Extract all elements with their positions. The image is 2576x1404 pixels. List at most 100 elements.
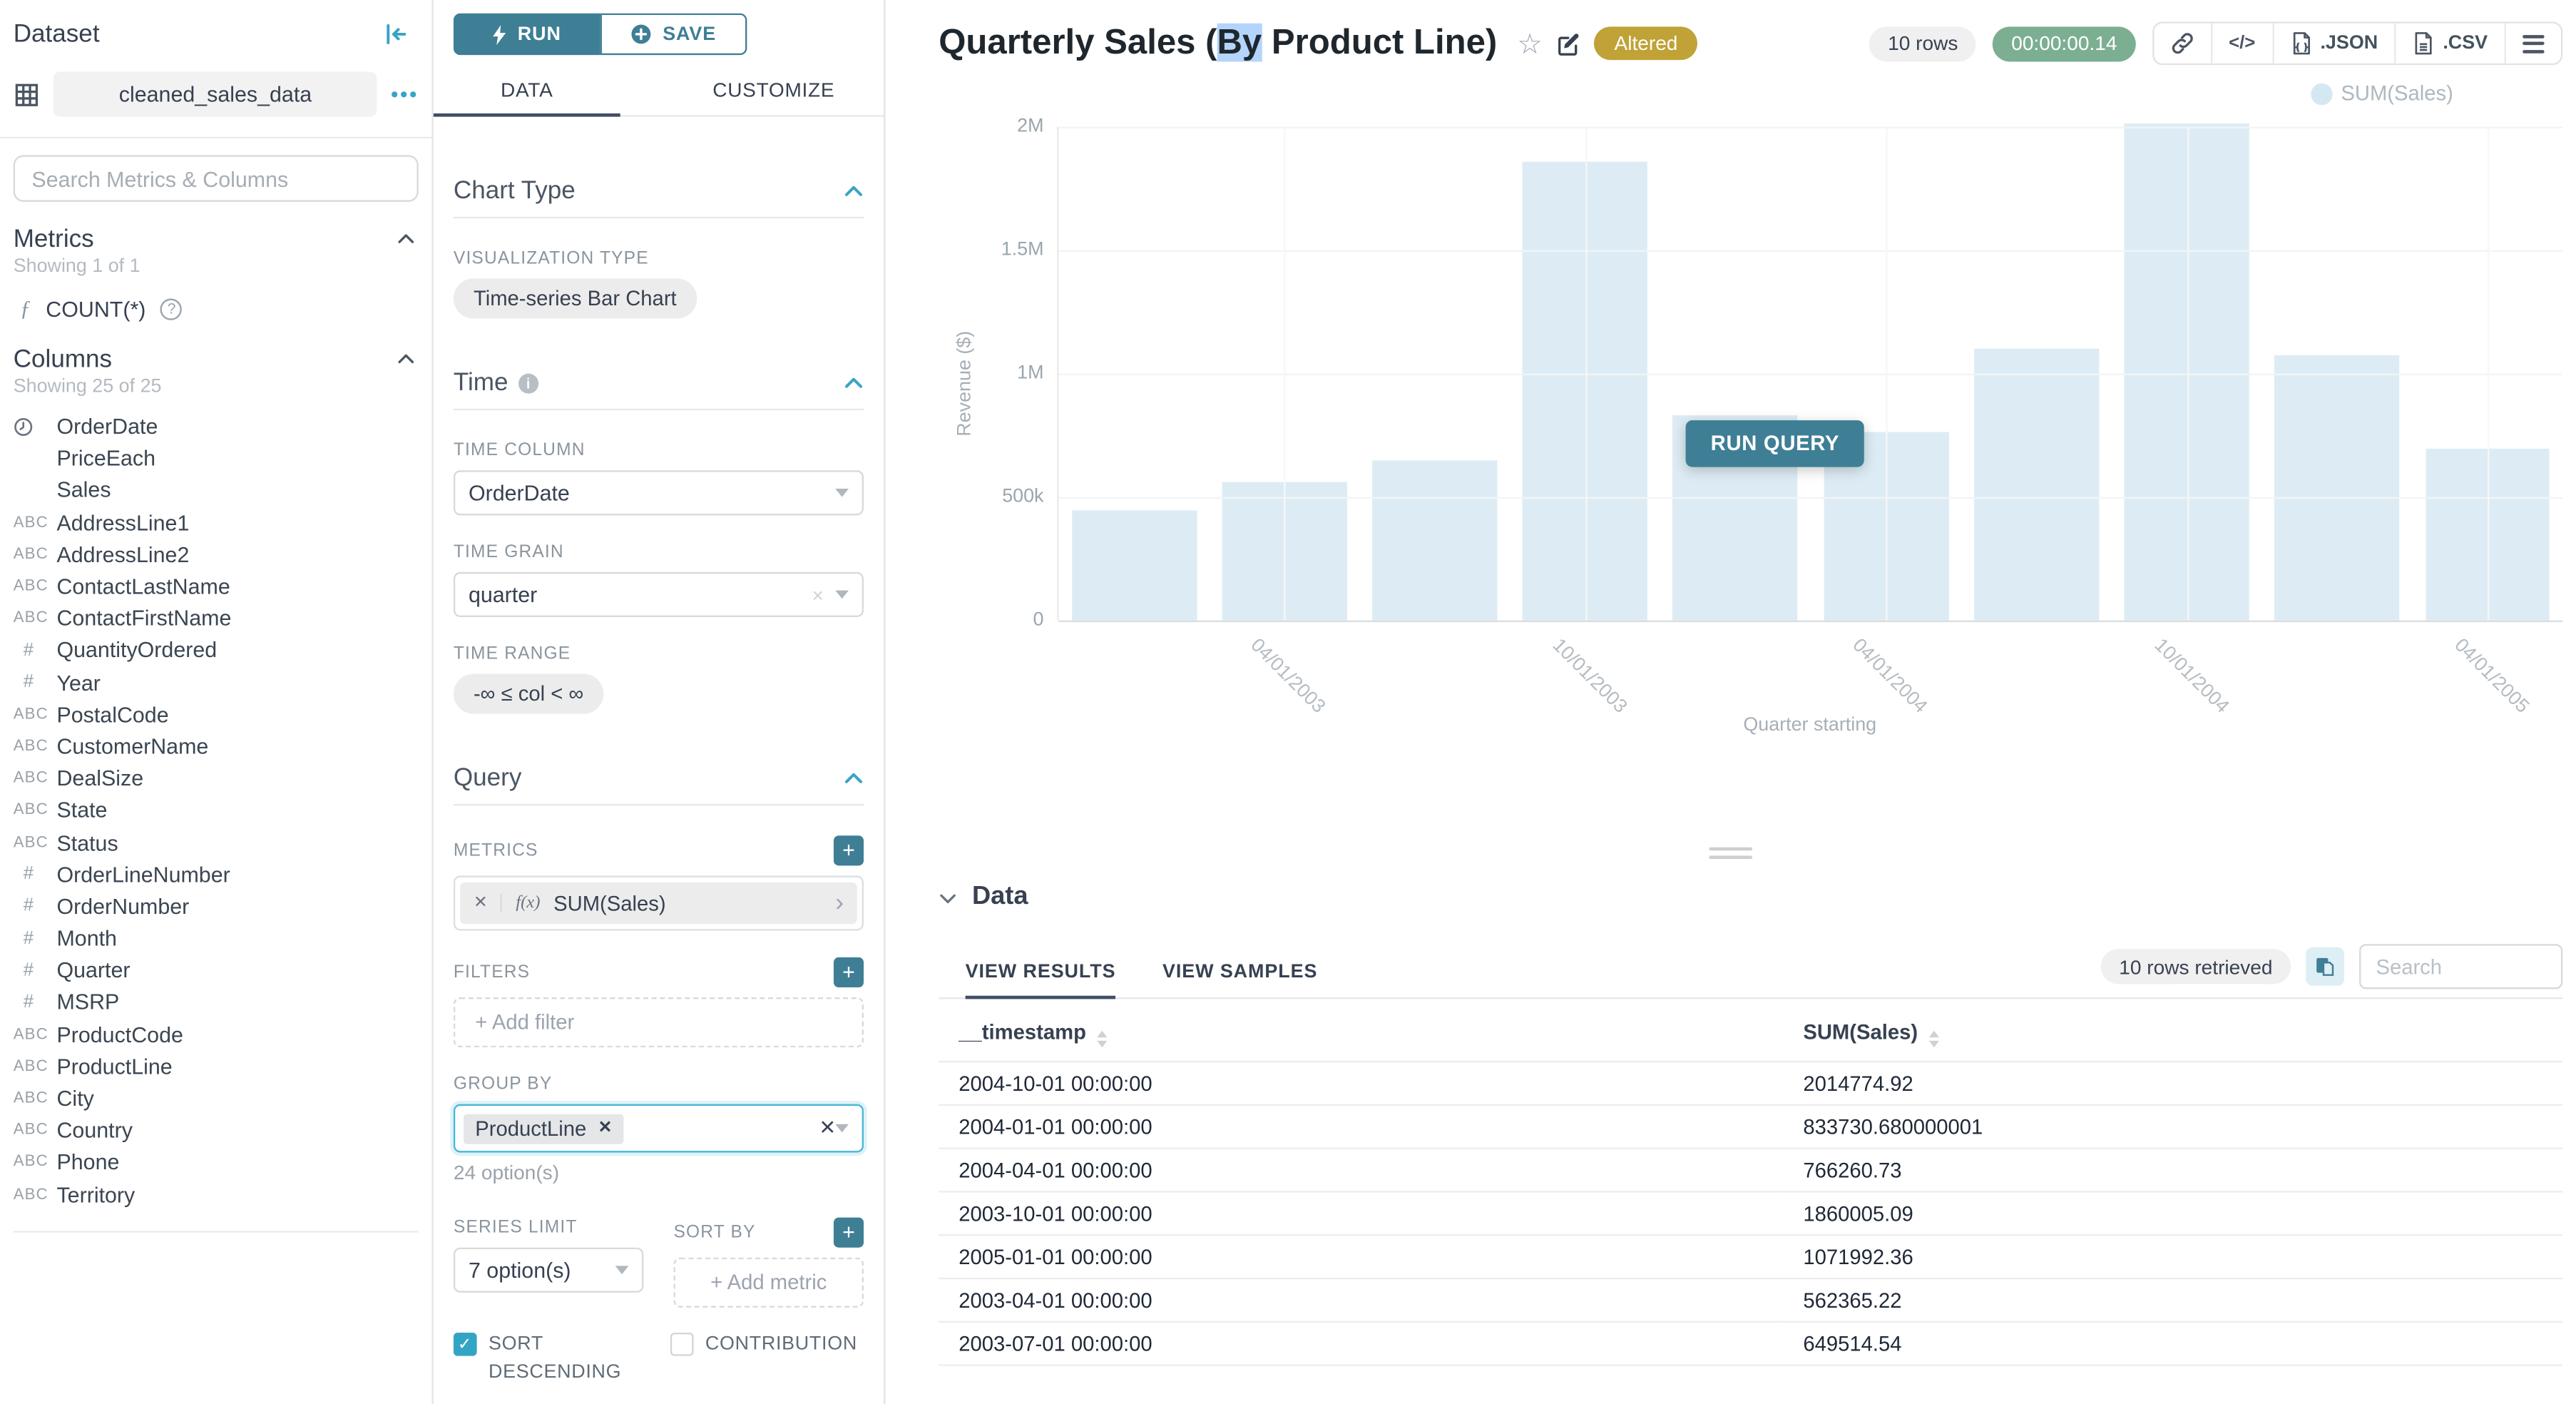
column-item[interactable]: ABC DealSize	[0, 763, 432, 795]
columns-section-header[interactable]: Columns	[14, 345, 415, 374]
copy-data-button[interactable]	[2306, 947, 2345, 986]
metrics-section-header[interactable]: Metrics	[14, 225, 415, 253]
chart-menu-button[interactable]	[2506, 24, 2561, 63]
column-item[interactable]: # MSRP	[0, 987, 432, 1019]
collapse-sidebar-icon[interactable]	[384, 21, 409, 46]
text-type-icon: ABC	[13, 1024, 48, 1044]
run-button[interactable]: RUN	[453, 13, 600, 56]
column-item[interactable]: Sales	[0, 474, 432, 507]
column-item[interactable]: ABC Status	[0, 826, 432, 858]
tab-view-results[interactable]: VIEW RESULTS	[965, 962, 1116, 999]
bar[interactable]	[1372, 460, 1498, 621]
chart-type-section-header[interactable]: Chart Type	[454, 177, 864, 205]
add-filter-dropzone[interactable]: + Add filter	[453, 997, 864, 1048]
visualization-type-label: VISUALIZATION TYPE	[453, 248, 649, 269]
run-query-button[interactable]: RUN QUERY	[1685, 420, 1865, 467]
column-item[interactable]: ABC ContactFirstName	[0, 602, 432, 634]
time-column-select[interactable]: OrderDate	[453, 470, 864, 516]
edit-title-icon[interactable]	[1556, 31, 1581, 56]
column-item[interactable]: # OrderNumber	[0, 890, 432, 922]
text-type-icon: ABC	[13, 769, 48, 788]
series-limit-label: SERIES LIMIT	[453, 1217, 578, 1238]
remove-chip-icon[interactable]: ✕	[598, 1119, 613, 1138]
column-item[interactable]: ABC Territory	[0, 1179, 432, 1211]
visualization-type-pill[interactable]: Time-series Bar Chart	[453, 278, 697, 319]
add-sort-metric-dropzone[interactable]: + Add metric	[673, 1257, 864, 1308]
column-item[interactable]: # Year	[0, 666, 432, 698]
copy-permalink-button[interactable]	[2154, 23, 2212, 63]
metric-item[interactable]: ƒ COUNT(*) ?	[20, 295, 419, 322]
bar[interactable]	[1071, 510, 1197, 621]
data-search-input[interactable]	[2359, 944, 2563, 990]
tab-view-samples[interactable]: VIEW SAMPLES	[1162, 962, 1318, 982]
favorite-star-icon[interactable]: ☆	[1517, 27, 1543, 59]
group-by-chip[interactable]: ProductLine ✕	[463, 1113, 624, 1144]
dataset-name[interactable]: cleaned_sales_data	[53, 71, 378, 117]
view-query-button[interactable]: </>	[2212, 23, 2274, 63]
checkbox-checked-icon[interactable]	[453, 1332, 477, 1358]
export-csv-button[interactable]: .CSV	[2396, 23, 2506, 63]
column-item[interactable]: PriceEach	[0, 442, 432, 474]
series-limit-select[interactable]: 7 option(s)	[453, 1247, 644, 1293]
legend-dot-icon	[2311, 82, 2333, 105]
column-item[interactable]: ABC State	[0, 794, 432, 826]
column-item[interactable]: # OrderLineNumber	[0, 858, 432, 890]
chart-title[interactable]: Quarterly Sales (By Product Line)	[939, 23, 1498, 62]
chevron-right-icon[interactable]: ›	[835, 889, 844, 917]
data-section-header[interactable]: Data	[939, 882, 2562, 912]
column-item[interactable]: ABC CustomerName	[0, 731, 432, 763]
column-item[interactable]: OrderDate	[0, 410, 432, 442]
time-section-header[interactable]: Time i	[454, 369, 864, 397]
clear-icon[interactable]: ×	[812, 583, 824, 606]
help-icon: ?	[160, 297, 183, 320]
altered-badge[interactable]: Altered	[1594, 26, 1698, 61]
sort-icon[interactable]	[1929, 1030, 1940, 1048]
column-item[interactable]: ABC ProductCode	[0, 1018, 432, 1050]
column-item[interactable]: ABC AddressLine2	[0, 539, 432, 571]
column-item[interactable]: ABC AddressLine1	[0, 507, 432, 539]
time-grain-select[interactable]: quarter ×	[453, 571, 864, 618]
sidebar-divider	[0, 136, 432, 139]
caret-down-icon	[835, 1124, 849, 1133]
column-item[interactable]: ABC Country	[0, 1114, 432, 1146]
chart-legend[interactable]: SUM(Sales)	[2311, 82, 2453, 105]
add-filter-button[interactable]: +	[833, 957, 864, 988]
save-button[interactable]: SAVE	[600, 13, 747, 56]
column-item[interactable]: ABC ProductLine	[0, 1050, 432, 1082]
column-item[interactable]: ABC Phone	[0, 1146, 432, 1179]
metric-name: COUNT(*)	[46, 295, 146, 322]
bar[interactable]	[1973, 348, 2099, 621]
time-range-pill[interactable]: -∞ ≤ col < ∞	[453, 673, 604, 714]
add-sort-metric-button[interactable]: +	[833, 1217, 864, 1248]
export-json-button[interactable]: .JSON	[2274, 23, 2396, 63]
clear-icon[interactable]: ×	[819, 1113, 836, 1142]
sort-icon[interactable]	[1098, 1030, 1108, 1048]
results-table-body: 2004-10-01 00:00:00 2014774.92 2004-01-01 …	[939, 1060, 2563, 1366]
vertical-gridline	[2487, 126, 2490, 621]
contribution-checkbox[interactable]: CONTRIBUTION	[670, 1331, 864, 1387]
panel-resize-handle[interactable]	[1709, 847, 1753, 859]
bar[interactable]	[2274, 355, 2400, 621]
tab-data[interactable]: DATA	[501, 78, 553, 102]
columns-list: OrderDate PriceEach Sales ABC AddressLine1 AB…	[0, 410, 432, 1210]
query-section-header[interactable]: Query	[454, 764, 864, 792]
metrics-showing-count: Showing 1 of 1	[13, 257, 140, 278]
add-metric-button[interactable]: +	[833, 835, 864, 866]
sort-descending-checkbox[interactable]: SORT DESCENDING	[453, 1331, 647, 1387]
dataset-options-icon[interactable]: •••	[390, 81, 419, 107]
metric-chip[interactable]: ✕ f(x) SUM(Sales) ›	[460, 882, 857, 925]
column-item[interactable]: # Month	[0, 922, 432, 955]
column-item[interactable]: ABC City	[0, 1082, 432, 1114]
column-item[interactable]: ABC ContactLastName	[0, 570, 432, 602]
checkbox-unchecked-icon[interactable]	[670, 1332, 694, 1356]
column-item[interactable]: # Quarter	[0, 955, 432, 987]
column-header-timestamp[interactable]: __timestamp	[939, 1006, 1783, 1062]
column-item[interactable]: # QuantityOrdered	[0, 634, 432, 666]
column-header-sum-sales[interactable]: SUM(Sales)	[1783, 1006, 2562, 1062]
search-metrics-columns-input[interactable]	[13, 155, 419, 202]
column-item[interactable]: ABC PostalCode	[0, 698, 432, 731]
remove-metric-icon[interactable]: ✕	[474, 894, 503, 912]
group-by-select[interactable]: ProductLine ✕ ×	[453, 1104, 864, 1153]
tab-customize[interactable]: CUSTOMIZE	[712, 78, 835, 102]
column-name: ProductLine	[56, 1054, 173, 1079]
